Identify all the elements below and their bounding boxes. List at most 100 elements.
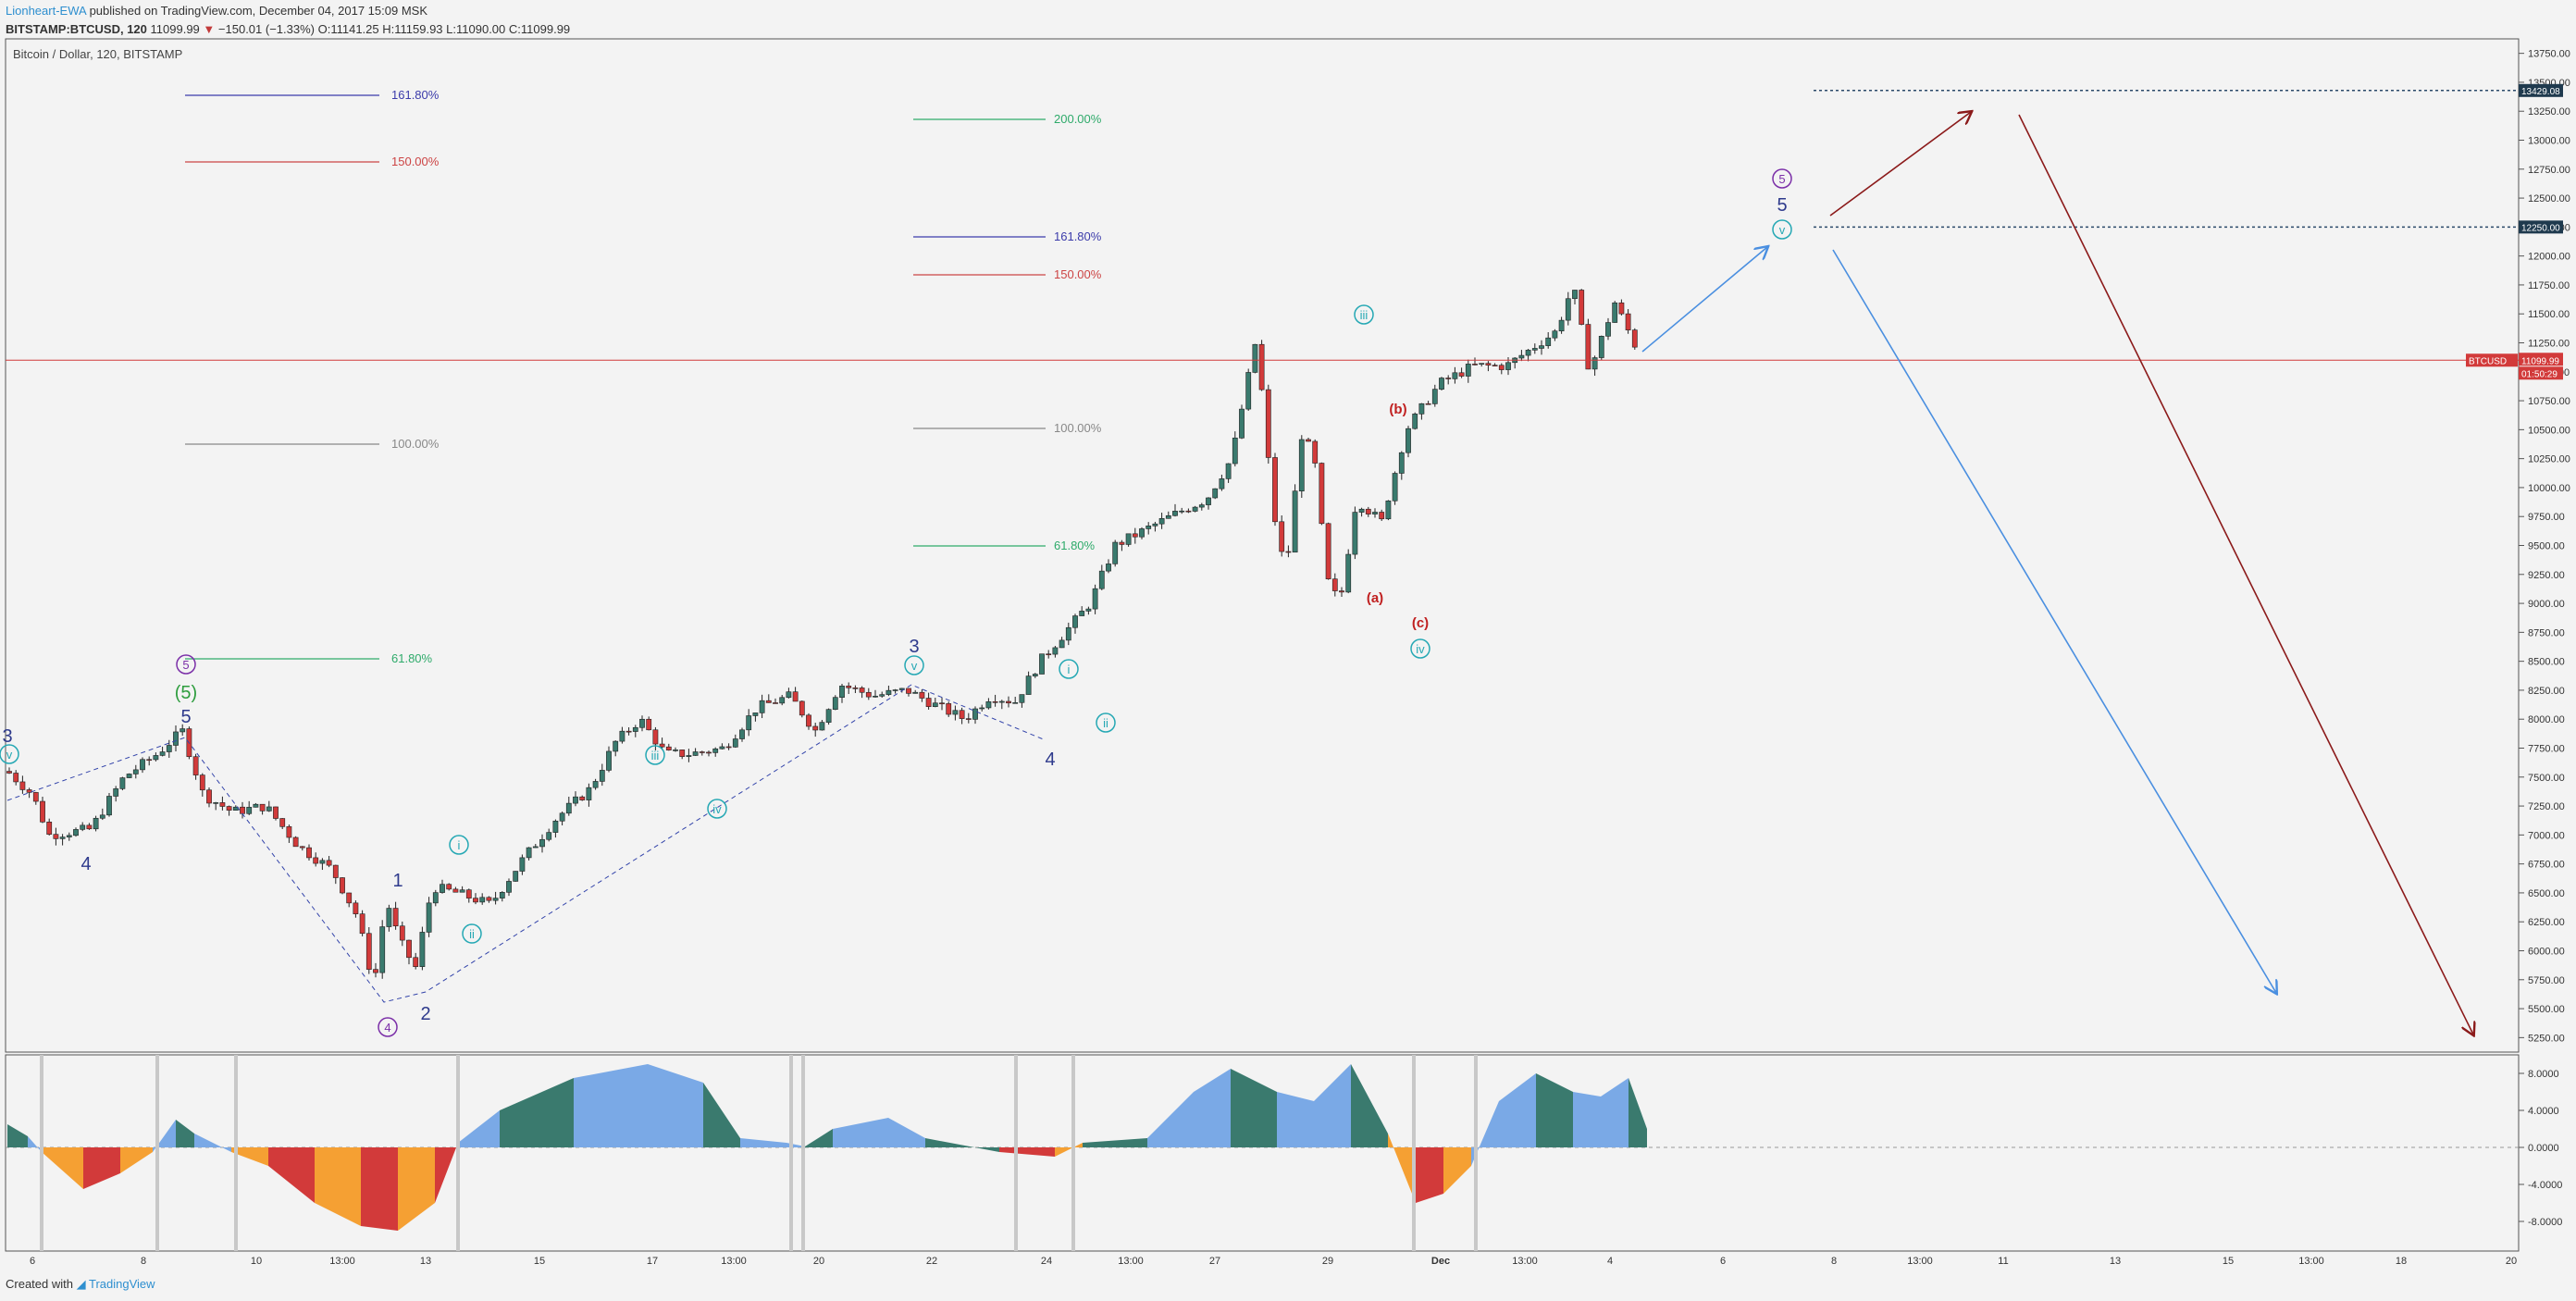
- candle-body: [1439, 378, 1444, 390]
- author-link[interactable]: Lionheart-EWA: [6, 4, 86, 18]
- candle-body: [1119, 541, 1125, 545]
- candle-body: [1125, 533, 1132, 545]
- candle-body: [912, 691, 919, 694]
- candle-body: [119, 777, 126, 789]
- candle-body: [1212, 488, 1219, 499]
- down-arrow-icon: ▼: [203, 22, 216, 36]
- candle-body: [332, 864, 339, 878]
- y-tick-label: 7250.00: [2528, 801, 2565, 812]
- candle-body: [1146, 526, 1152, 529]
- wave-label-circled-5-circle: [1772, 168, 1792, 189]
- candle-body: [619, 730, 625, 742]
- candle-body: [606, 750, 612, 771]
- candle-body: [886, 689, 892, 695]
- candle-body: [579, 796, 586, 800]
- y-tick-label: 10000.00: [2528, 483, 2570, 494]
- candle-body: [752, 712, 759, 716]
- x-tick-label: 10: [251, 1256, 262, 1267]
- fib-label-right: 61.80%: [1054, 539, 1096, 552]
- candle-body: [646, 718, 652, 731]
- candle-body: [1445, 378, 1452, 379]
- candle-body: [452, 888, 459, 893]
- x-tick-label: 13:00: [329, 1256, 355, 1267]
- tradingview-link[interactable]: TradingView: [89, 1277, 155, 1291]
- osc-bar: [888, 1118, 925, 1147]
- candle-body: [340, 877, 345, 894]
- candle-body: [266, 806, 272, 812]
- candle-body: [19, 781, 26, 790]
- candle-body: [113, 788, 119, 797]
- osc-bar: [398, 1147, 435, 1231]
- osc-bar: [231, 1147, 268, 1166]
- osc-bar: [500, 1078, 574, 1147]
- candle-body: [192, 756, 199, 775]
- candle-body: [1545, 337, 1552, 346]
- y-tick-label: 8000.00: [2528, 714, 2565, 725]
- candle-body: [732, 738, 738, 748]
- wave-label-iv-bottom: iv: [1416, 642, 1425, 656]
- wave-label-3-mid: 3: [909, 637, 919, 657]
- price-symbol-label: BTCUSD: [2469, 356, 2507, 366]
- osc-bar: [1443, 1147, 1471, 1194]
- candle-body: [1525, 350, 1531, 356]
- wave-label-iv: iv: [712, 802, 722, 816]
- x-tick-label: Dec: [1431, 1256, 1450, 1267]
- candle-body: [699, 751, 705, 753]
- candle-body: [1485, 363, 1492, 366]
- y-tick-label: 9250.00: [2528, 570, 2565, 581]
- wave-label-iii-circle: [645, 745, 665, 765]
- wave-label-b: (b): [1389, 402, 1406, 417]
- wave-label-circled-3: 5: [182, 658, 189, 672]
- candle-body: [492, 898, 499, 901]
- candle-body: [506, 881, 512, 893]
- y-tick-label: 9000.00: [2528, 599, 2565, 610]
- osc-bar: [1083, 1138, 1147, 1147]
- candle-body: [746, 715, 752, 731]
- candle-body: [1219, 478, 1225, 489]
- osc-bar: [83, 1147, 120, 1189]
- candle-body: [1479, 363, 1485, 365]
- y-tick-label: 10500.00: [2528, 425, 2570, 436]
- candle-body: [1158, 517, 1165, 525]
- x-tick-label: 6: [30, 1256, 35, 1267]
- candle-body: [1398, 452, 1405, 474]
- candle-body: [1358, 508, 1365, 513]
- osc-bar: [925, 1138, 999, 1152]
- candle-body: [1165, 514, 1171, 519]
- candle-body: [739, 729, 745, 739]
- candle-body: [1339, 590, 1344, 593]
- candle-body: [346, 892, 353, 904]
- wave-label-3-left: 3: [2, 726, 12, 747]
- candle-body: [126, 774, 132, 778]
- candle-body: [1591, 357, 1598, 370]
- candle-body: [1258, 343, 1265, 390]
- candle-body: [1385, 500, 1392, 520]
- candle-body: [812, 725, 819, 731]
- wave-label-i: i: [458, 838, 461, 852]
- y-tick-label: 12500.00: [2528, 193, 2570, 204]
- x-tick-label: 18: [2396, 1256, 2407, 1267]
- created-with-label: Created with: [6, 1277, 73, 1291]
- candle-body: [1452, 372, 1458, 379]
- candle-body: [432, 892, 439, 904]
- osc-bar: [1573, 1092, 1601, 1147]
- osc-bar: [361, 1147, 398, 1231]
- y-tick-label: 13750.00: [2528, 49, 2570, 60]
- y-tick-label: 12750.00: [2528, 165, 2570, 176]
- candle-body: [892, 689, 898, 691]
- fib-label-left: 61.80%: [391, 651, 433, 665]
- candle-body: [932, 702, 938, 707]
- open-value: O:11141.25: [317, 22, 379, 36]
- candle-body: [86, 824, 93, 830]
- wave-label-v-mid-circle: [904, 655, 924, 675]
- candle-body: [1252, 343, 1258, 373]
- candle-body: [132, 769, 139, 774]
- wave-label-circled-3-circle: [176, 654, 196, 675]
- target-low-badge: [2519, 220, 2563, 234]
- candle-body: [365, 933, 372, 970]
- candle-body: [1152, 523, 1158, 527]
- y-tick-label: 10250.00: [2528, 454, 2570, 465]
- candle-body: [59, 836, 66, 839]
- candle-body: [1245, 372, 1252, 410]
